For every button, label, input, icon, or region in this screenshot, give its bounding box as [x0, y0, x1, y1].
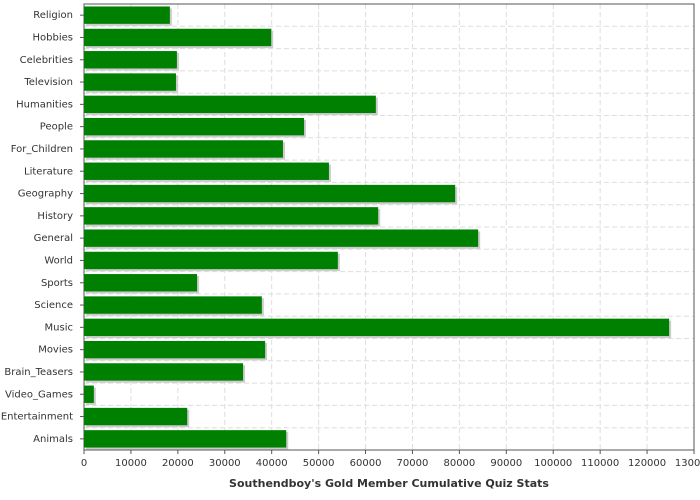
bar: [84, 95, 376, 114]
y-tick-label: History: [37, 211, 73, 222]
y-tick-label: Science: [34, 300, 73, 311]
bar: [84, 6, 170, 24]
y-tick-label: Celebrities: [20, 55, 73, 66]
y-tick-label: Geography: [18, 189, 73, 200]
x-tick-label: 60000: [350, 458, 382, 469]
bar: [84, 340, 266, 359]
bar: [84, 430, 287, 448]
bar: [84, 207, 379, 225]
x-tick-label: 120000: [628, 458, 666, 469]
y-tick-label: Video_Games: [5, 389, 73, 400]
y-tick-label: Animals: [33, 434, 73, 445]
x-tick-label: 50000: [303, 458, 335, 469]
y-tick-label: Movies: [38, 345, 73, 356]
y-tick-label: Religion: [33, 10, 73, 21]
y-tick-label: Sports: [41, 278, 73, 289]
y-tick-label: Entertainment: [1, 412, 73, 423]
bar: [84, 117, 305, 136]
bar: [84, 318, 670, 337]
bar: [84, 162, 329, 180]
x-tick-label: 110000: [581, 458, 619, 469]
bar: [84, 229, 479, 247]
bar: [84, 407, 188, 426]
bar: [84, 140, 283, 158]
bar: [84, 274, 198, 292]
y-tick-label: For_Children: [11, 144, 73, 155]
y-tick-label: Television: [23, 77, 73, 88]
x-tick-label: 10000: [115, 458, 147, 469]
x-tick-label: 100000: [534, 458, 572, 469]
y-tick-label: General: [34, 233, 73, 244]
y-tick-label: Hobbies: [33, 32, 73, 43]
bar: [84, 28, 272, 47]
y-tick-label: Brain_Teasers: [4, 367, 73, 378]
x-tick-label: 70000: [397, 458, 429, 469]
x-tick-label: 20000: [162, 458, 194, 469]
bar: [84, 51, 177, 69]
bar: [84, 296, 262, 314]
x-tick-label: 30000: [209, 458, 241, 469]
y-tick-label: World: [44, 255, 73, 266]
bar: [84, 251, 338, 270]
y-tick-label: Literature: [24, 166, 73, 177]
x-tick-label: 80000: [443, 458, 475, 469]
plot-frame: [83, 3, 695, 451]
bar: [84, 73, 176, 91]
chart-title: Southendboy's Gold Member Cumulative Qui…: [229, 477, 549, 490]
y-tick-label: People: [40, 122, 73, 133]
bar: [84, 385, 94, 403]
bar: [84, 363, 244, 381]
x-tick-label: 0: [81, 458, 87, 469]
y-tick-label: Music: [45, 322, 73, 333]
x-tick-label: 40000: [256, 458, 288, 469]
y-tick-label: Humanities: [16, 99, 73, 110]
bar: [84, 184, 456, 203]
x-tick-label: 130000: [675, 458, 700, 469]
x-tick-label: 90000: [490, 458, 522, 469]
